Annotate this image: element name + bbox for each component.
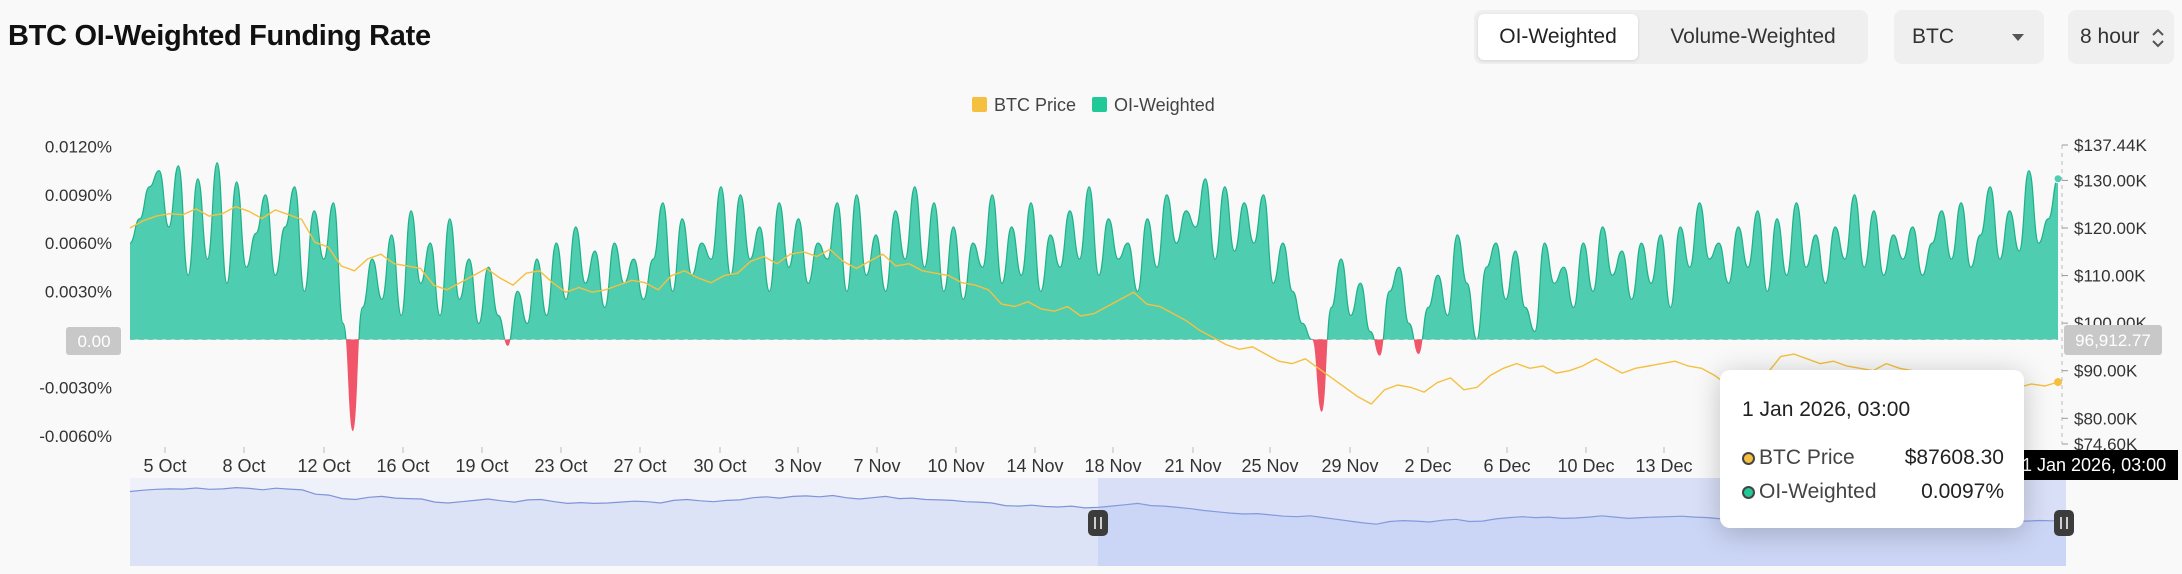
navigator-handle-left[interactable] (1088, 510, 1108, 536)
y-left-tick-label: 0.0120% (45, 138, 112, 157)
legend-swatch-oi-weighted (1092, 97, 1107, 112)
price-cursor-badge: 96,912.77 (2064, 325, 2162, 355)
x-tick-label: 8 Oct (222, 456, 265, 476)
x-tick-label: 27 Oct (613, 456, 666, 476)
sort-arrows-icon (2152, 28, 2164, 48)
x-tick-label: 14 Nov (1006, 456, 1063, 476)
page-title: BTC OI-Weighted Funding Rate (8, 20, 431, 52)
x-tick-label: 6 Dec (1483, 456, 1530, 476)
y-left-tick-label: 0.0060% (45, 234, 112, 253)
x-tick-label: 25 Nov (1241, 456, 1298, 476)
chart-legend: BTC Price OI-Weighted (972, 95, 1215, 115)
y-left-tick-label: 0.0030% (45, 282, 112, 301)
coin-select[interactable]: BTC (1894, 10, 2044, 64)
interval-select-value: 8 hour (2080, 25, 2140, 48)
caret-down-icon (2012, 34, 2024, 41)
price-badge-label: 96,912.77 (2075, 331, 2151, 350)
price-end-dot (2054, 378, 2062, 387)
y-right-tick-label: $74.60K (2074, 435, 2138, 454)
x-tick-label: 13 Dec (1635, 456, 1692, 476)
tooltip-row-oi-weighted: OI-Weighted 0.0097% (1742, 480, 2004, 504)
tooltip: 1 Jan 2026, 03:00 BTC Price $87608.30 OI… (1720, 370, 2024, 528)
price-badge-bg (2064, 325, 2162, 355)
x-tick-label: 5 Oct (143, 456, 186, 476)
tooltip-value: 0.0097% (1921, 480, 2004, 503)
y-right-tick-label: $110.00K (2074, 267, 2146, 286)
x-tick-label: 29 Nov (1321, 456, 1378, 476)
oi-weighted-dot-icon (1742, 485, 1755, 499)
legend-label-btc-price[interactable]: BTC Price (994, 95, 1076, 115)
y-axis-left: 0.0120% 0.0090% 0.0060% 0.0030% -0.0030% -0.0… (39, 138, 112, 446)
y-left-tick-label: -0.0030% (39, 379, 112, 398)
toggle-oi-weighted[interactable]: OI-Weighted (1478, 14, 1638, 60)
x-tick-label: 10 Dec (1557, 456, 1614, 476)
zero-badge-bg (66, 327, 121, 355)
x-tick-label: 30 Oct (693, 456, 746, 476)
positive-area (130, 162, 2058, 340)
x-tick-label: 2 Dec (1404, 456, 1451, 476)
x-tick-label: 19 Oct (455, 456, 508, 476)
zero-badge-label: 0.00 (77, 332, 110, 351)
funding-areas (130, 162, 2063, 432)
y-left-tick-label: 0.0090% (45, 186, 112, 205)
x-tick-label: 21 Nov (1164, 456, 1221, 476)
tooltip-label: OI-Weighted (1759, 480, 1877, 503)
legend-label-oi-weighted[interactable]: OI-Weighted (1114, 95, 1215, 115)
navigator-handle-right[interactable] (2054, 510, 2074, 536)
tooltip-label: BTC Price (1759, 446, 1855, 469)
interval-select[interactable]: 8 hour (2068, 10, 2174, 64)
funding-line (130, 162, 2058, 340)
tooltip-row-btc-price: BTC Price $87608.30 (1742, 446, 2004, 470)
y-right-tick-label: $90.00K (2074, 362, 2138, 381)
legend-swatch-btc-price (972, 97, 987, 112)
y-left-tick-label: -0.0060% (39, 427, 112, 446)
toggle-volume-weighted[interactable]: Volume-Weighted (1670, 25, 1836, 48)
btc-price-dot-icon (1742, 451, 1755, 465)
y-axis-right: $137.44K$130.00K$120.00K$110.00K$100.00K… (2061, 136, 2147, 454)
y-right-tick-label: $130.00K (2074, 171, 2147, 190)
x-tick-label: 3 Nov (774, 456, 821, 476)
weighting-toggle: OI-Weighted Volume-Weighted (1474, 10, 1868, 64)
x-tick-label: 23 Oct (534, 456, 587, 476)
tooltip-date: 1 Jan 2026, 03:00 (1742, 398, 1911, 421)
funding-end-dot (2053, 174, 2063, 184)
x-tick-label: 10 Nov (927, 456, 984, 476)
zero-line-badge: 0.00 (66, 327, 121, 355)
y-right-tick-label: $80.00K (2074, 409, 2138, 428)
x-tick-label: 7 Nov (853, 456, 900, 476)
y-right-tick-label: $137.44K (2074, 136, 2147, 155)
x-tick-label: 18 Nov (1084, 456, 1141, 476)
tooltip-value: $87608.30 (1904, 446, 2004, 469)
x-tick-label: 16 Oct (376, 456, 429, 476)
coin-select-value: BTC (1912, 25, 1954, 48)
x-tick-label: 12 Oct (297, 456, 350, 476)
y-right-tick-label: $120.00K (2074, 219, 2147, 238)
x-axis: 5 Oct 8 Oct 12 Oct 16 Oct 19 Oct 23 Oct 27 Oct… (143, 447, 1693, 476)
